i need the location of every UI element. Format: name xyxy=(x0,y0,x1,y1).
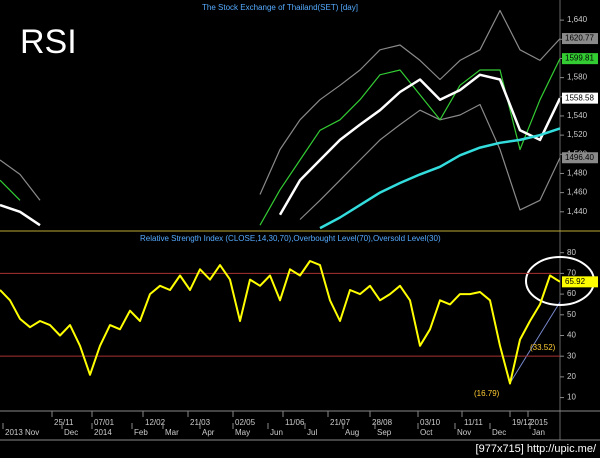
series-line xyxy=(319,127,560,230)
x-tick-label: 2013 Nov xyxy=(5,428,39,437)
x-tick-label: Dec xyxy=(64,428,78,437)
y-tick-label: 1,460 xyxy=(567,188,588,197)
x-tick-label: Jan xyxy=(532,428,545,437)
annotation: (33.52) xyxy=(530,343,556,352)
x-tick-label: Oct xyxy=(420,428,433,437)
y-tick-label: 1,580 xyxy=(567,73,588,82)
x-tick-label: Sep xyxy=(377,428,392,437)
y-tick-label: 50 xyxy=(567,310,576,319)
value-label: 1620.77 xyxy=(565,34,594,43)
rsi-title: Relative Strength Index (CLOSE,14,30,70)… xyxy=(140,234,441,243)
y-tick-label: 1,480 xyxy=(567,169,588,178)
value-box xyxy=(562,92,598,104)
x-tick-label: Apr xyxy=(202,428,215,437)
x-tick-label: May xyxy=(235,428,250,437)
y-tick-label: 40 xyxy=(567,331,576,340)
x-tick-label: 12/02 xyxy=(145,418,166,427)
value-label: 1558.58 xyxy=(565,93,594,102)
chart-label: RSI xyxy=(20,23,77,61)
value-label: 65.92 xyxy=(565,277,586,286)
y-tick-label: 20 xyxy=(567,372,576,381)
x-tick-label: 02/05 xyxy=(235,418,256,427)
x-tick-label: 28/08 xyxy=(372,418,393,427)
x-tick-label: 11/11 xyxy=(464,418,483,427)
series-line xyxy=(0,58,560,226)
chart-title: The Stock Exchange of Thailand(SET) [day… xyxy=(202,3,358,12)
x-tick-label: 2014 xyxy=(94,428,112,437)
x-tick-label: Jul xyxy=(307,428,317,437)
x-tick-label: 21/03 xyxy=(190,418,211,427)
value-label: 1599.81 xyxy=(565,54,594,63)
value-box xyxy=(562,53,598,65)
y-tick-label: 80 xyxy=(567,248,576,257)
y-tick-label: 60 xyxy=(567,289,576,298)
y-tick-label: 1,520 xyxy=(567,130,588,139)
x-tick-label: 07/01 xyxy=(94,418,115,427)
value-box xyxy=(562,33,598,45)
x-tick-label: Feb xyxy=(134,428,148,437)
x-tick-label: 11/06 xyxy=(285,418,305,427)
series-line xyxy=(0,260,560,385)
x-tick-label: Jun xyxy=(270,428,283,437)
value-label: 1496.40 xyxy=(565,153,594,162)
x-tick-label: 2015 xyxy=(530,418,548,427)
y-tick-label: 10 xyxy=(567,393,576,402)
series-line xyxy=(0,9,560,201)
x-tick-label: Dec xyxy=(492,428,506,437)
trend-line xyxy=(509,301,561,384)
watermark: [977x715] http://upic.me/ xyxy=(476,443,597,455)
x-tick-label: Aug xyxy=(345,428,359,437)
value-box xyxy=(562,276,598,288)
series-line xyxy=(299,103,560,220)
x-tick-label: 21/07 xyxy=(330,418,351,427)
x-tick-label: 25/11 xyxy=(54,418,74,427)
y-tick-label: 1,540 xyxy=(567,111,588,120)
x-tick-label: 19/12 xyxy=(512,418,533,427)
annotation: (16.79) xyxy=(474,389,500,398)
value-box xyxy=(562,152,598,164)
y-tick-label: 30 xyxy=(567,351,576,360)
x-tick-label: Mar xyxy=(165,428,179,437)
y-tick-label: 70 xyxy=(567,269,576,278)
x-tick-label: 03/10 xyxy=(420,418,441,427)
y-tick-label: 1,440 xyxy=(567,207,588,216)
series-line xyxy=(0,73,560,227)
x-tick-label: Nov xyxy=(457,428,471,437)
y-tick-label: 1,640 xyxy=(567,15,588,24)
